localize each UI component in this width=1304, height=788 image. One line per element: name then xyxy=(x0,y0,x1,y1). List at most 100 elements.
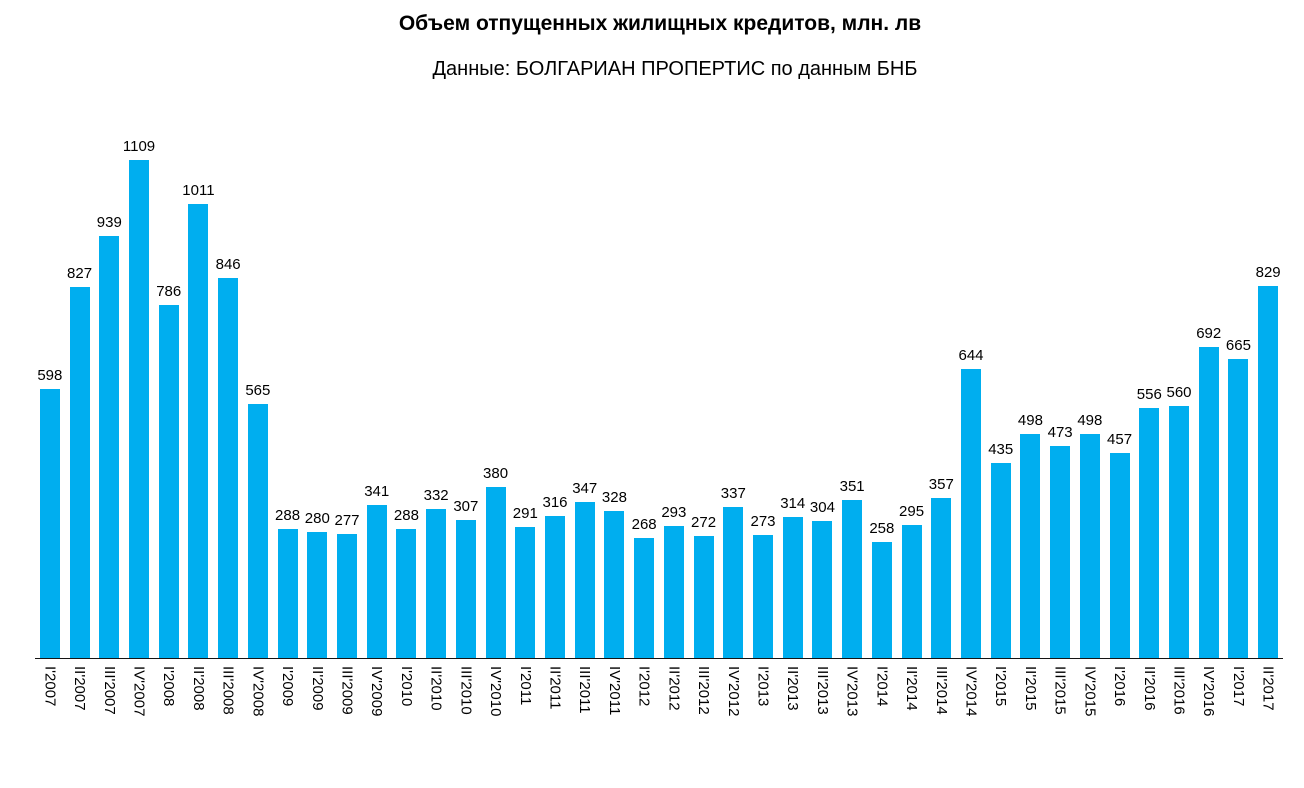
bar xyxy=(842,500,863,658)
x-axis-tick-label: II'2014 xyxy=(903,666,921,711)
bar-value-label: 939 xyxy=(96,214,122,232)
bar-value-label: 846 xyxy=(215,256,241,273)
bar-value-label: 288 xyxy=(275,506,301,524)
x-axis-tick-label: II'2017 xyxy=(1259,666,1277,711)
bar-value-label: 560 xyxy=(1166,384,1192,402)
x-axis-tick-label: III'2010 xyxy=(457,666,475,715)
bar xyxy=(1050,445,1071,658)
bar-value-label: 692 xyxy=(1196,325,1222,343)
bar-value-label: 280 xyxy=(304,510,330,528)
x-axis-tick-label: IV'2014 xyxy=(962,666,980,717)
bar xyxy=(634,537,655,658)
bar xyxy=(366,504,387,658)
bar-value-label: 307 xyxy=(453,498,479,516)
x-axis-tick-label: I'2017 xyxy=(1229,666,1247,707)
x-axis-tick-label: III'2008 xyxy=(219,666,237,715)
bar-value-label: 277 xyxy=(334,511,360,529)
x-axis-tick-label: IV'2010 xyxy=(487,666,505,717)
x-axis-tick-label: III'2011 xyxy=(576,666,594,714)
bar xyxy=(961,368,981,658)
x-axis-tick-label: II'2008 xyxy=(189,666,207,711)
x-axis-line xyxy=(35,658,1283,659)
bar-value-label: 498 xyxy=(1077,412,1103,430)
x-axis-tick-label: II'2011 xyxy=(546,666,564,710)
x-axis-tick-label: III'2015 xyxy=(1051,666,1069,715)
bar-value-label: 332 xyxy=(423,486,449,504)
x-axis-tick-label: II'2015 xyxy=(1021,666,1039,711)
x-axis-tick-label: III'2007 xyxy=(100,666,118,715)
x-axis-tick-label: I'2014 xyxy=(873,666,891,707)
bar xyxy=(782,516,803,658)
x-axis-tick-label: I'2007 xyxy=(41,666,59,707)
bar xyxy=(574,502,595,658)
bar-value-label: 337 xyxy=(720,484,746,502)
x-axis-tick-label: I'2011 xyxy=(516,666,534,706)
bar xyxy=(604,510,625,658)
bar xyxy=(158,304,179,658)
bar xyxy=(545,516,565,658)
x-axis-tick-label: III'2012 xyxy=(695,666,713,715)
x-axis-tick-label: IV'2015 xyxy=(1081,666,1099,717)
bar-value-label: 829 xyxy=(1255,263,1281,281)
bar-value-label: 380 xyxy=(483,465,509,483)
bar-value-label: 273 xyxy=(750,513,776,531)
bar xyxy=(455,520,476,658)
bar-value-label: 351 xyxy=(839,478,865,496)
bar xyxy=(1258,285,1279,658)
x-axis-tick-label: II'2012 xyxy=(665,666,683,711)
bar-value-label: 316 xyxy=(542,494,568,512)
bar xyxy=(337,533,357,658)
bar xyxy=(426,508,447,658)
x-axis-tick-label: IV'2011 xyxy=(605,666,623,716)
bar xyxy=(485,487,506,658)
x-axis-tick-label: IV'2007 xyxy=(130,666,148,717)
bar xyxy=(1109,452,1130,658)
bar xyxy=(307,532,328,658)
bar-value-label: 304 xyxy=(809,499,835,517)
bar xyxy=(1228,359,1249,658)
x-axis-tick-label: IV'2016 xyxy=(1200,666,1218,717)
bar-value-label: 786 xyxy=(156,282,182,300)
bar xyxy=(693,535,714,658)
bar-value-label: 1011 xyxy=(182,181,215,199)
x-axis-tick-label: I'2010 xyxy=(397,666,415,707)
bar-value-label: 827 xyxy=(67,264,93,282)
bar-value-label: 314 xyxy=(780,494,806,512)
x-axis-tick-label: II'2010 xyxy=(427,666,445,711)
bar xyxy=(515,527,536,658)
x-axis-tick-label: IV'2008 xyxy=(249,666,267,717)
bar xyxy=(871,542,892,658)
bar xyxy=(247,404,268,658)
bar xyxy=(901,525,922,658)
bar-value-label: 295 xyxy=(899,503,925,521)
x-axis-tick-label: II'2013 xyxy=(784,666,802,711)
bar-value-label: 328 xyxy=(601,488,627,506)
bar xyxy=(39,389,60,658)
x-axis-tick-label: I'2016 xyxy=(1111,666,1129,707)
bar xyxy=(1198,347,1219,658)
bar xyxy=(990,462,1011,658)
bar-value-label: 644 xyxy=(958,346,984,364)
bar xyxy=(1169,406,1189,658)
bar xyxy=(129,159,149,658)
x-axis-tick-label: I'2013 xyxy=(754,666,772,707)
bar xyxy=(277,528,298,658)
bar-value-label: 498 xyxy=(1017,412,1043,430)
bar xyxy=(218,278,239,658)
x-axis-tick-label: I'2012 xyxy=(635,666,653,707)
bar xyxy=(99,236,120,658)
x-axis-tick-label: I'2008 xyxy=(160,666,178,707)
bar-value-label: 288 xyxy=(393,506,419,524)
x-axis-tick-label: III'2014 xyxy=(932,666,950,715)
bar xyxy=(1139,408,1160,658)
bar xyxy=(812,521,833,658)
bar xyxy=(753,535,773,658)
bar-value-label: 598 xyxy=(37,367,63,385)
bar-value-label: 665 xyxy=(1225,337,1251,355)
bar-value-label: 258 xyxy=(869,520,895,538)
x-axis-tick-label: I'2009 xyxy=(279,666,297,707)
bar-value-label: 272 xyxy=(691,513,717,531)
bar-value-label: 357 xyxy=(928,475,954,493)
bar-value-label: 293 xyxy=(661,504,687,522)
